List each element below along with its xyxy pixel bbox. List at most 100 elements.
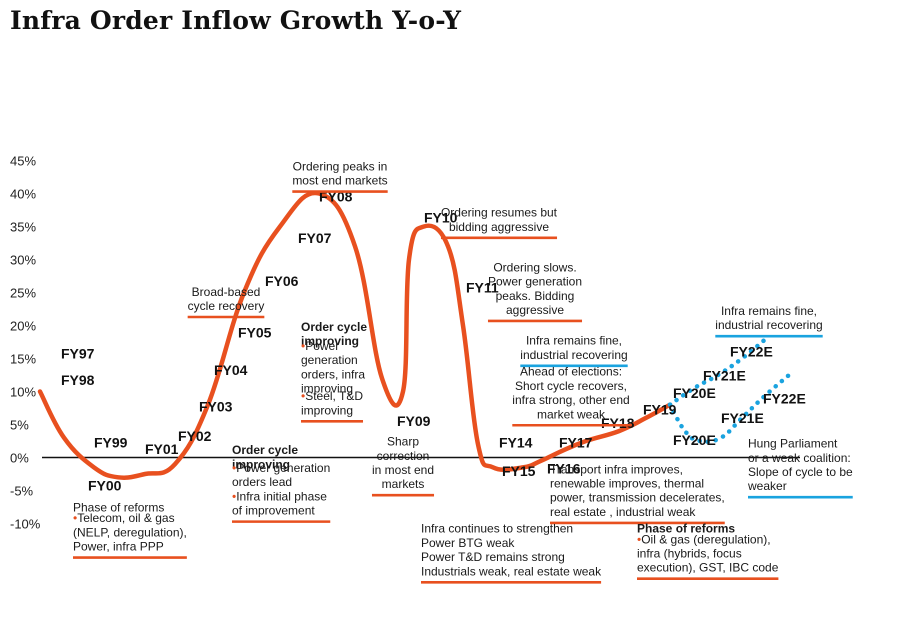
annotation-line: •Power [301,339,339,353]
annotation-line: industrial recovering [520,348,627,362]
annotation: Infra remains fine,industrial recovering [520,334,628,368]
annotation-line: market weak [537,407,606,421]
y-tick-label: -10% [10,517,41,532]
annotation-line: or a weak coalition: [748,451,851,465]
annotation-line: •Oil & gas (deregulation), [637,532,771,546]
annotation-line: •Infra initial phase [232,489,327,503]
point-label: FY04 [214,362,248,378]
annotation-line: Ordering slows. [493,260,576,274]
point-label: FY21E [721,410,764,426]
annotation-line: Hung Parliament [748,437,838,451]
annotation-line: •Telecom, oil & gas [73,511,175,525]
annotation-line: Broad-based [192,285,261,299]
annotation-line: orders lead [232,475,292,489]
point-label: FY99 [94,435,128,451]
series-layer [37,190,796,480]
annotation-line: most end markets [292,174,387,188]
annotation: Ahead of elections:Short cycle recovers,… [512,365,630,427]
annotation-line: real estate , industrial weak [550,505,696,519]
annotation-line: improving [301,403,353,417]
point-label: FY17 [559,435,593,451]
point-label: FY01 [145,441,179,457]
point-label: FY03 [199,398,233,414]
annotation-line: Transport infra improves, [550,462,683,476]
y-tick-label: 20% [10,319,36,334]
series-line-estimate [667,369,796,444]
annotation-line: improving [301,334,359,348]
annotation-line: industrial recovering [715,318,822,332]
point-label: FY10 [424,210,458,226]
annotation-line: peaks. Bidding [496,289,575,303]
annotation-line: (NELP, deregulation), [73,525,187,539]
y-tick-label: 45% [10,154,36,169]
annotation-line: Power BTG weak [421,536,515,550]
annotation-line: power, transmission decelerates, [550,491,725,505]
point-label: FY02 [178,428,212,444]
annotation-line: markets [382,477,425,491]
point-label: FY98 [61,372,95,388]
annotation-line: correction [377,449,430,463]
y-axis-tick-labels: 45% 40% 35% 30% 25% 20% 15% 10% 5% 0% -5% -10% [10,154,41,532]
y-tick-label: 40% [10,187,36,202]
annotation-line: improving [301,382,353,396]
y-tick-label: 0% [10,451,29,466]
annotation-line: Slope of cycle to be [748,465,853,479]
annotation-line: generation [301,353,358,367]
annotation-line: infra (hybrids, focus [637,547,742,561]
annotation-line: Infra remains fine, [526,334,622,348]
annotation-line: Short cycle recovers, [515,379,627,393]
point-label: FY15 [502,463,536,479]
annotation-line: orders, infra [301,367,365,381]
annotation-line: weaker [747,479,787,493]
point-label: FY21E [703,367,746,383]
point-label: FY11 [466,280,499,296]
annotation-line: Power generation [488,275,582,289]
point-label: FY20E [673,385,716,401]
point-label: FY20E [673,432,716,448]
annotation: •Telecom, oil & gas(NELP, deregulation),… [73,511,187,559]
annotation: Infra remains fine,industrial recovering [715,304,823,338]
annotation-line: Sharp [387,435,419,449]
annotation-line: bidding aggressive [449,220,549,234]
annotation-line: •Power generation [232,461,330,475]
y-tick-label: 10% [10,385,36,400]
y-tick-label: 25% [10,286,36,301]
annotation-line: Ordering resumes but [441,206,558,220]
point-label: FY05 [238,324,272,340]
annotation-line: Order cycle [232,443,298,457]
annotation-line: execution), GST, IBC code [637,561,779,575]
point-label: FY19 [643,402,677,418]
annotation-line: Order cycle [301,320,367,334]
annotation-line: Power, infra PPP [73,540,164,554]
annotation-line: Power T&D remains strong [421,550,565,564]
y-tick-label: 35% [10,220,36,235]
point-label: FY22E [730,344,773,360]
annotation: Transport infra improves,renewable impro… [550,462,725,525]
y-tick-label: 30% [10,253,36,268]
series-line-estimate [667,336,769,407]
annotation: •Oil & gas (deregulation),infra (hybrids… [637,532,779,581]
chart-title: Infra Order Inflow Growth Y-o-Y [10,6,462,35]
y-tick-label: 15% [10,352,36,367]
point-label: FY07 [298,230,332,246]
point-label: FY09 [397,413,431,429]
annotation-line: improving [232,457,290,471]
annotation-line: Industrials weak, real estate weak [421,564,602,578]
point-label: FY22E [763,390,806,406]
annotation-line: Phase of reforms [73,501,164,515]
point-label: FY97 [61,346,95,362]
point-label: FY14 [499,435,533,451]
